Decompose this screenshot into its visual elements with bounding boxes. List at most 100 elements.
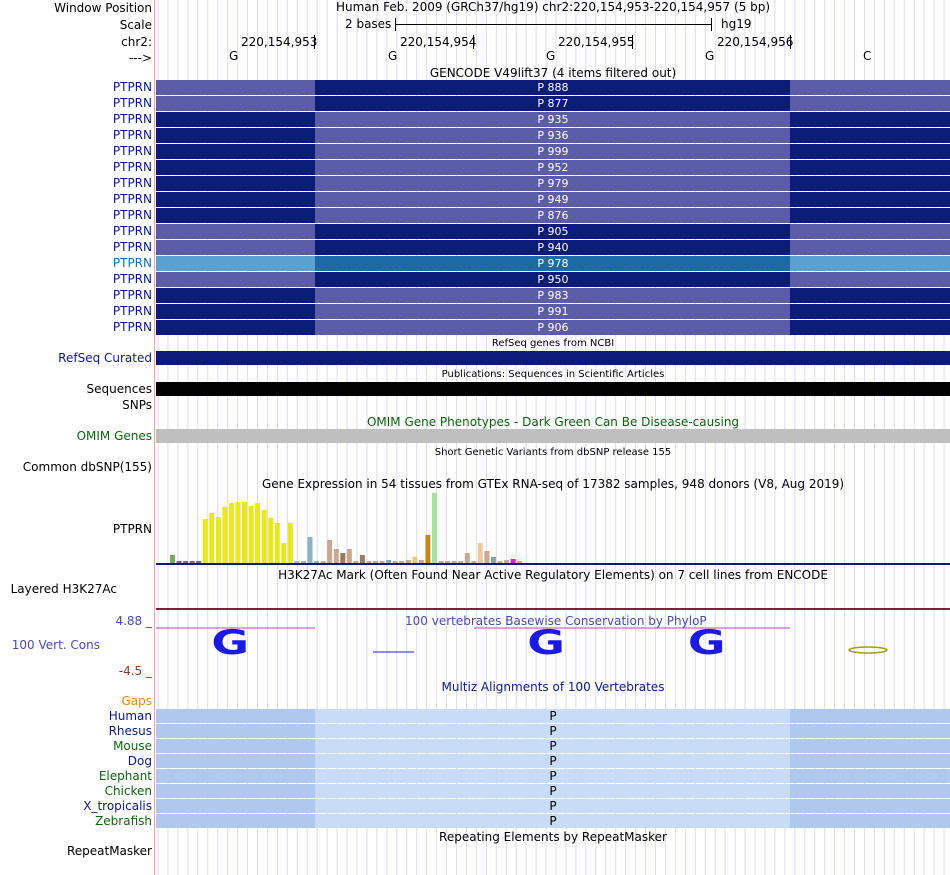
refseq-track-label[interactable]: RefSeq Curated xyxy=(58,351,152,365)
multiz-alignment-row[interactable]: P xyxy=(156,739,950,753)
position-tick xyxy=(632,35,633,49)
gencode-gene-label[interactable]: PTPRN xyxy=(112,240,152,254)
gencode-transcript-label: P 940 xyxy=(537,241,569,254)
position-tick xyxy=(473,35,474,49)
multiz-species-label[interactable]: Rhesus xyxy=(108,724,152,738)
position-tick xyxy=(790,35,791,49)
repeatmasker-track-title[interactable]: Repeating Elements by RepeatMasker xyxy=(439,830,667,844)
dbsnp-track-label[interactable]: Common dbSNP(155) xyxy=(22,460,152,474)
conservation-track-label[interactable]: 100 Vert. Cons xyxy=(11,638,100,652)
repeatmasker-track-label[interactable]: RepeatMasker xyxy=(66,844,152,858)
gencode-transcript[interactable]: P 888 xyxy=(156,80,950,95)
scale-bar-right xyxy=(711,18,712,31)
gaps-label: Gaps xyxy=(121,694,152,708)
publications-track-label[interactable]: Sequences xyxy=(86,382,152,396)
multiz-species-label[interactable]: X_tropicalis xyxy=(83,799,152,813)
gencode-transcript-label: P 999 xyxy=(537,145,569,158)
gencode-transcript[interactable]: P 949 xyxy=(156,192,950,207)
h3k27ac-track-label[interactable]: Layered H3K27Ac xyxy=(10,582,117,596)
h3k27ac-track-title[interactable]: H3K27Ac Mark (Often Found Near Active Re… xyxy=(278,568,828,582)
gencode-gene-label[interactable]: PTPRN xyxy=(112,288,152,302)
refseq-track-title[interactable]: RefSeq genes from NCBI xyxy=(491,338,615,349)
publications-track-title[interactable]: Publications: Sequences in Scientific Ar… xyxy=(441,369,665,380)
conservation-min-label: -4.5 _ xyxy=(118,664,152,678)
gtex-tissue-bar xyxy=(418,560,424,563)
gtex-tissue-bar xyxy=(471,561,477,563)
gtex-tissue-bar xyxy=(438,561,444,563)
gtex-tissue-bar xyxy=(425,535,431,563)
gencode-gene-label[interactable]: PTPRN xyxy=(112,160,152,174)
gencode-gene-label[interactable]: PTPRN xyxy=(112,304,152,318)
gencode-gene-label[interactable]: PTPRN xyxy=(112,208,152,222)
gencode-transcript[interactable]: P 935 xyxy=(156,112,950,127)
gencode-gene-label[interactable]: PTPRN xyxy=(112,144,152,158)
gtex-tissue-bar xyxy=(510,559,516,563)
gtex-tissue-bar xyxy=(412,557,418,563)
gencode-transcript[interactable]: P 940 xyxy=(156,240,950,255)
gencode-gene-label[interactable]: PTPRN xyxy=(112,96,152,110)
multiz-species-label[interactable]: Chicken xyxy=(104,784,152,798)
conservation-track-title[interactable]: 100 vertebrates Basewise Conservation by… xyxy=(405,614,707,628)
gencode-gene-label[interactable]: PTPRN xyxy=(112,320,152,334)
gtex-tissue-bar xyxy=(327,540,333,563)
multiz-species-label[interactable]: Zebrafish xyxy=(95,814,152,828)
gtex-track-label[interactable]: PTPRN xyxy=(112,522,152,536)
gencode-transcript[interactable]: P 950 xyxy=(156,272,950,287)
gencode-transcript[interactable]: P 952 xyxy=(156,160,950,175)
gtex-tissue-bar xyxy=(301,561,306,563)
multiz-alignment-row[interactable]: P xyxy=(156,724,950,738)
multiz-alignment-row[interactable]: P xyxy=(156,814,950,828)
gencode-transcript-label: P 906 xyxy=(537,321,569,334)
gencode-gene-label[interactable]: PTPRN xyxy=(112,256,152,270)
position-label: 220,154,956 xyxy=(717,35,794,49)
multiz-alignment-row[interactable]: P xyxy=(156,754,950,768)
gencode-transcript[interactable]: P 936 xyxy=(156,128,950,143)
multiz-species-label[interactable]: Dog xyxy=(127,754,152,768)
multiz-species-label[interactable]: Elephant xyxy=(98,769,152,783)
gencode-transcript[interactable]: P 906 xyxy=(156,320,950,335)
gencode-transcript[interactable]: P 905 xyxy=(156,224,950,239)
gencode-gene-label[interactable]: PTPRN xyxy=(112,112,152,126)
gencode-transcript-label: P 877 xyxy=(537,97,569,110)
gencode-transcript-label: P 949 xyxy=(537,193,569,206)
gencode-gene-label[interactable]: PTPRN xyxy=(112,80,152,94)
gtex-track-title[interactable]: Gene Expression in 54 tissues from GTEx … xyxy=(261,477,845,491)
gencode-transcript[interactable]: P 999 xyxy=(156,144,950,159)
gtex-tissue-bar xyxy=(373,561,378,563)
multiz-alignment-row[interactable]: P xyxy=(156,784,950,798)
gencode-transcript[interactable]: P 877 xyxy=(156,96,950,111)
gencode-gene-label[interactable]: PTPRN xyxy=(112,128,152,142)
gencode-transcript[interactable]: P 876 xyxy=(156,208,950,223)
gencode-gene-label[interactable]: PTPRN xyxy=(112,192,152,206)
dbsnp-track-title[interactable]: Short Genetic Variants from dbSNP releas… xyxy=(434,447,672,458)
omim-feature[interactable] xyxy=(156,429,950,443)
multiz-alignment-row[interactable]: P xyxy=(156,709,950,723)
snps-track-label[interactable]: SNPs xyxy=(122,398,152,412)
multiz-species-label[interactable]: Human xyxy=(108,709,152,723)
multiz-track-title[interactable]: Multiz Alignments of 100 Vertebrates xyxy=(441,680,665,694)
gencode-transcript[interactable]: P 991 xyxy=(156,304,950,319)
base-letter: G xyxy=(705,49,715,63)
gencode-transcript[interactable]: P 983 xyxy=(156,288,950,303)
gencode-transcript-label: P 935 xyxy=(537,113,569,126)
conservation-logo: G G G xyxy=(156,623,888,662)
gtex-expression-chart[interactable] xyxy=(156,490,950,568)
gencode-transcript-label: P 888 xyxy=(537,81,569,94)
gencode-gene-label[interactable]: PTPRN xyxy=(112,176,152,190)
gtex-tissue-bar xyxy=(281,543,287,563)
gencode-gene-label[interactable]: PTPRN xyxy=(112,224,152,238)
omim-track-label[interactable]: OMIM Genes xyxy=(76,429,152,443)
gencode-gene-label[interactable]: PTPRN xyxy=(112,272,152,286)
gencode-track-title[interactable]: GENCODE V49lift37 (4 items filtered out) xyxy=(429,66,677,80)
multiz-species-label[interactable]: Mouse xyxy=(113,739,152,753)
omim-track-title[interactable]: OMIM Gene Phenotypes - Dark Green Can Be… xyxy=(366,415,740,429)
multiz-alignment-row[interactable]: P xyxy=(156,769,950,783)
gencode-transcript[interactable]: P 979 xyxy=(156,176,950,191)
gencode-transcript[interactable]: P 978 xyxy=(156,256,950,271)
base-letter: G xyxy=(546,49,556,63)
h3k27ac-signal-line xyxy=(156,608,950,610)
publications-feature[interactable] xyxy=(156,382,950,396)
gencode-transcript-label: P 905 xyxy=(537,225,569,238)
multiz-alignment-row[interactable]: P xyxy=(156,799,950,813)
refseq-feature[interactable] xyxy=(156,351,950,365)
